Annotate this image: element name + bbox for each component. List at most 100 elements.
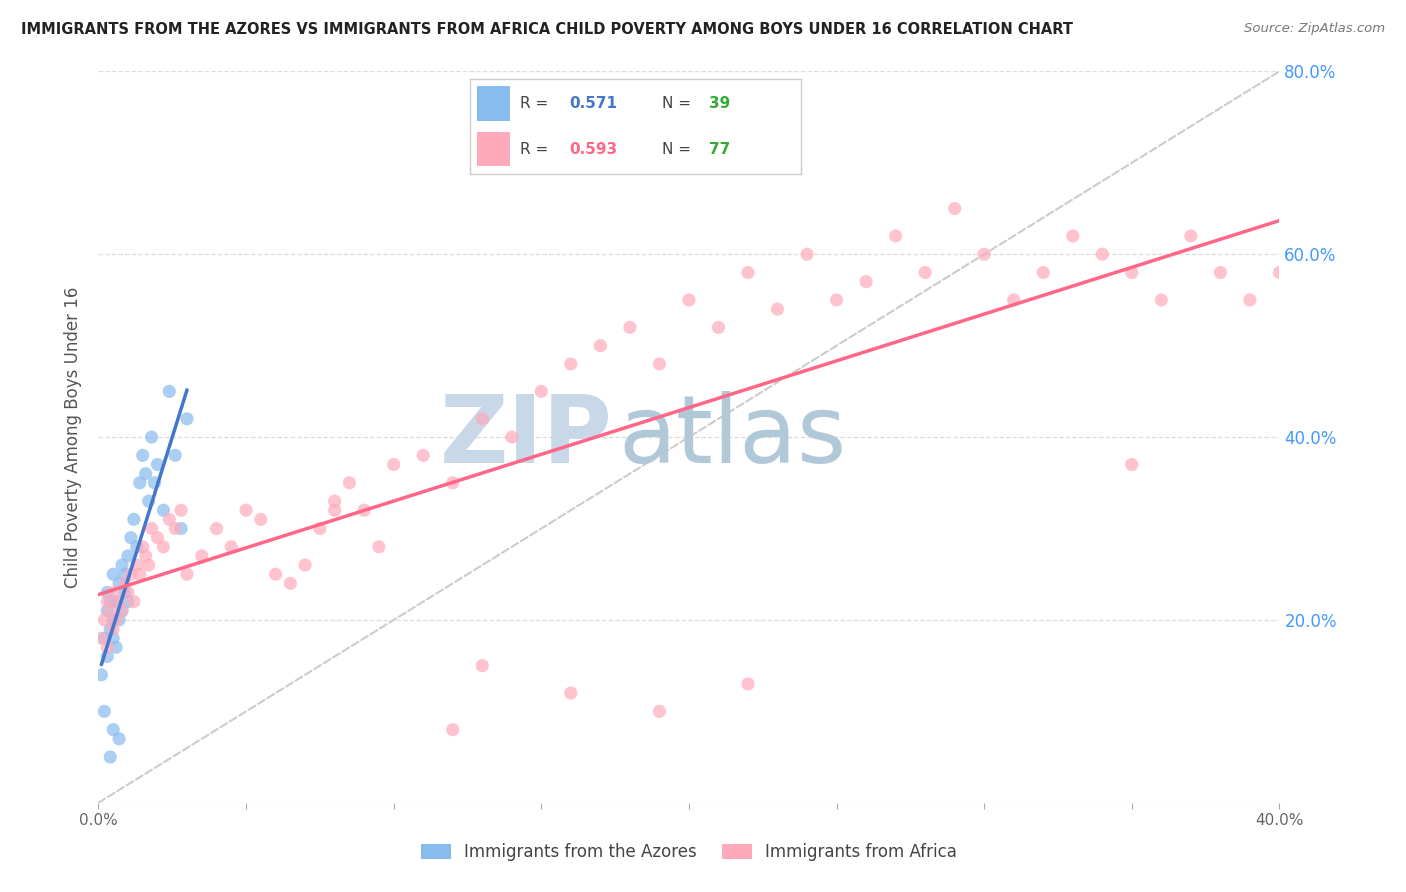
Point <box>143 475 166 490</box>
Point <box>141 521 163 535</box>
Point <box>412 448 434 462</box>
Point <box>157 384 180 399</box>
Point <box>619 320 641 334</box>
Point <box>105 594 128 608</box>
Point <box>165 448 187 462</box>
Point <box>135 549 157 563</box>
Point <box>93 632 115 646</box>
Point <box>157 512 180 526</box>
Point <box>117 594 139 608</box>
Point <box>117 585 139 599</box>
Point <box>98 604 121 618</box>
Point <box>165 521 187 535</box>
Point <box>108 731 131 746</box>
Point <box>122 512 145 526</box>
Point <box>589 338 612 352</box>
Point <box>98 594 121 608</box>
Point <box>132 448 155 462</box>
Point <box>501 430 523 444</box>
Point <box>323 494 346 508</box>
Point <box>441 723 464 737</box>
Point <box>135 467 157 481</box>
Point <box>103 622 125 636</box>
Point <box>117 549 139 563</box>
Text: IMMIGRANTS FROM THE AZORES VS IMMIGRANTS FROM AFRICA CHILD POVERTY AMONG BOYS UN: IMMIGRANTS FROM THE AZORES VS IMMIGRANTS… <box>21 22 1073 37</box>
Text: Source: ZipAtlas.com: Source: ZipAtlas.com <box>1244 22 1385 36</box>
Point <box>943 202 966 216</box>
Point <box>250 512 273 526</box>
Point <box>884 229 907 244</box>
Point <box>1239 293 1261 307</box>
Point <box>93 705 115 719</box>
Point <box>98 750 121 764</box>
Point <box>471 658 494 673</box>
Point <box>471 412 494 426</box>
Point <box>339 475 361 490</box>
Point <box>114 585 136 599</box>
Point <box>796 247 818 261</box>
Point <box>368 540 391 554</box>
Point <box>103 632 125 646</box>
Point <box>146 458 169 472</box>
Legend: Immigrants from the Azores, Immigrants from Africa: Immigrants from the Azores, Immigrants f… <box>415 837 963 868</box>
Point <box>280 576 302 591</box>
Point <box>96 649 118 664</box>
Point <box>96 585 118 599</box>
Point <box>114 567 136 582</box>
Point <box>125 540 148 554</box>
Point <box>294 558 316 573</box>
Point <box>648 357 671 371</box>
Point <box>128 475 150 490</box>
Point <box>120 567 142 582</box>
Text: atlas: atlas <box>619 391 846 483</box>
Point <box>825 293 848 307</box>
Point <box>737 266 759 280</box>
Point <box>973 247 995 261</box>
Point <box>132 540 155 554</box>
Point <box>1209 266 1232 280</box>
Point <box>766 301 789 317</box>
Point <box>96 594 118 608</box>
Point <box>1268 266 1291 280</box>
Point <box>221 540 243 554</box>
Point <box>353 503 375 517</box>
Point <box>737 677 759 691</box>
Point <box>1121 266 1143 280</box>
Point <box>90 667 112 681</box>
Point <box>1150 293 1173 307</box>
Point <box>530 384 553 399</box>
Point <box>105 640 128 655</box>
Point <box>1121 458 1143 472</box>
Point <box>96 640 118 655</box>
Point <box>114 576 136 591</box>
Point <box>111 604 134 618</box>
Point <box>382 458 405 472</box>
Point <box>96 604 118 618</box>
Point <box>108 576 131 591</box>
Point <box>1180 229 1202 244</box>
Point <box>323 503 346 517</box>
Point <box>141 430 163 444</box>
Point <box>138 494 160 508</box>
Point <box>108 594 131 608</box>
Point <box>560 357 582 371</box>
Point <box>678 293 700 307</box>
Point <box>152 540 174 554</box>
Point <box>235 503 257 517</box>
Point <box>170 503 193 517</box>
Point <box>1091 247 1114 261</box>
Point <box>125 558 148 573</box>
Point <box>103 585 125 599</box>
Point <box>264 567 287 582</box>
Point <box>1032 266 1054 280</box>
Point <box>1002 293 1025 307</box>
Point <box>111 558 134 573</box>
Point <box>176 567 198 582</box>
Point <box>103 613 125 627</box>
Point <box>914 266 936 280</box>
Point <box>1062 229 1084 244</box>
Point <box>105 613 128 627</box>
Point <box>122 594 145 608</box>
Point <box>855 275 877 289</box>
Point <box>648 705 671 719</box>
